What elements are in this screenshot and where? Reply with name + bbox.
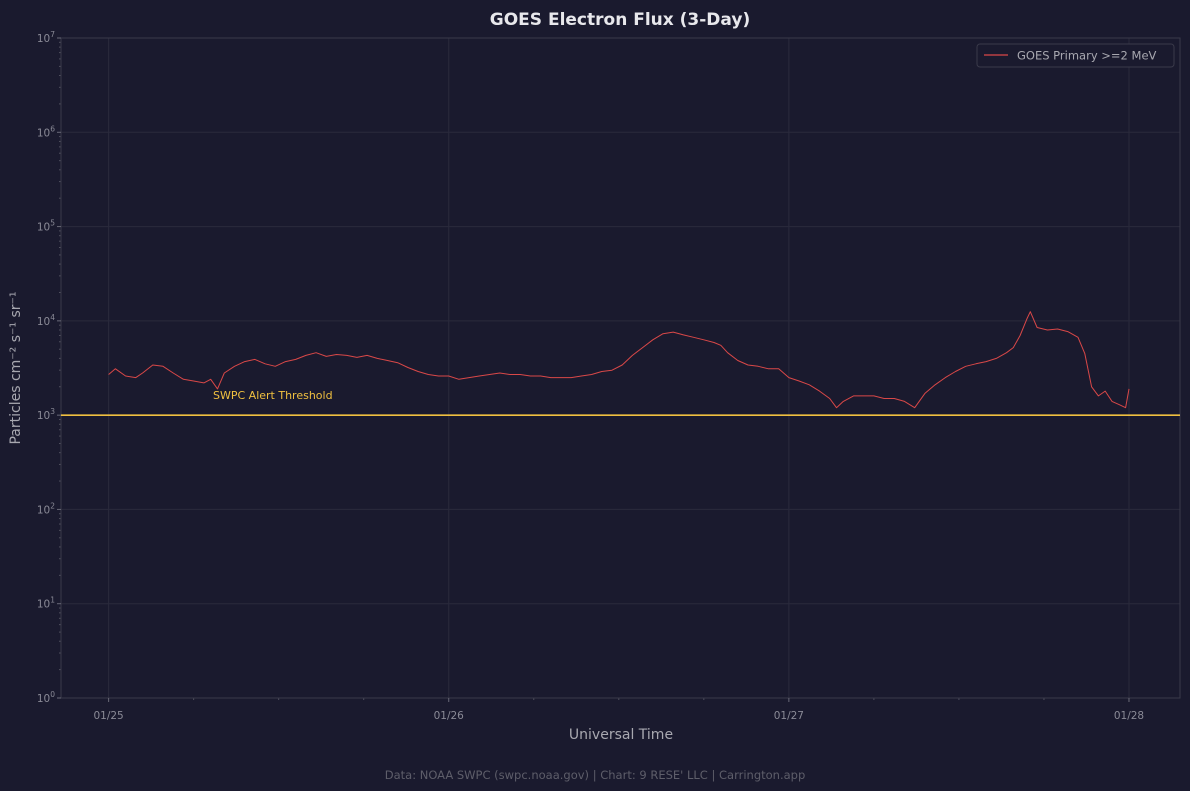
threshold: SWPC Alert Threshold <box>61 389 1180 416</box>
x-tick-label: 01/25 <box>93 710 123 722</box>
x-tick-label: 01/27 <box>774 710 804 722</box>
x-tick-label: 01/28 <box>1114 710 1144 722</box>
series-line <box>108 311 1130 409</box>
series <box>108 311 1130 409</box>
footer-credit: Data: NOAA SWPC (swpc.noaa.gov) | Chart:… <box>385 768 806 782</box>
threshold-label: SWPC Alert Threshold <box>213 389 333 402</box>
x-tick-label: 01/26 <box>434 710 465 722</box>
plot-frame <box>60 37 1181 699</box>
x-axis-label: Universal Time <box>569 727 673 743</box>
y-axis-label: Particles cm⁻² s⁻¹ sr⁻¹ <box>8 291 24 444</box>
x-axis-ticks: 01/25 01/26 01/27 01/28 <box>93 698 1144 722</box>
y-tick-exponent: 0 <box>50 690 55 699</box>
y-tick-exponent: 1 <box>50 596 55 605</box>
y-tick-exponent: 2 <box>50 501 55 510</box>
y-tick-exponent: 5 <box>50 219 55 228</box>
y-tick-exponent: 7 <box>50 30 55 39</box>
legend: GOES Primary >=2 MeV <box>976 43 1175 68</box>
y-tick-exponent: 6 <box>50 124 55 133</box>
legend-box <box>976 43 1175 68</box>
y-tick-exponent: 3 <box>50 407 55 416</box>
y-tick-exponent: 4 <box>50 313 55 322</box>
chart-title: GOES Electron Flux (3-Day) <box>490 10 750 30</box>
legend-label: GOES Primary >=2 MeV <box>1017 49 1157 63</box>
